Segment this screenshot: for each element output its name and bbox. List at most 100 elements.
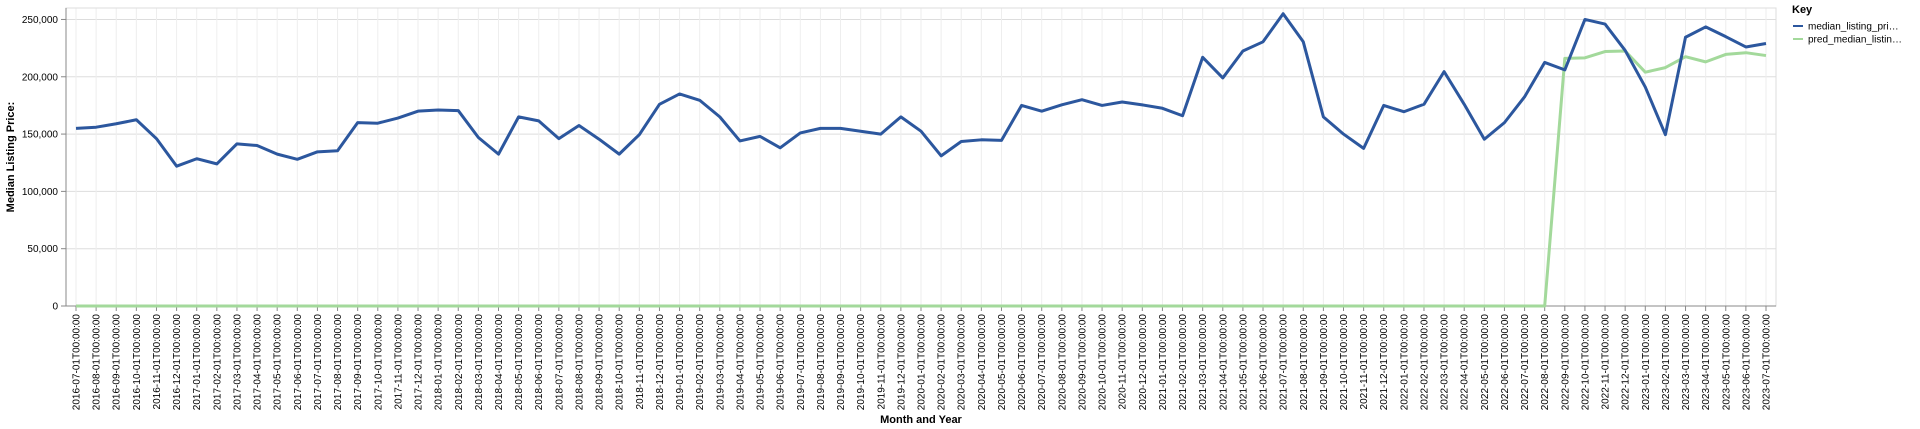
x-tick-label: 2017-12-01T00:00:00 bbox=[414, 314, 425, 411]
x-tick-label: 2020-09-01T00:00:00 bbox=[1077, 314, 1088, 411]
x-tick-label: 2019-02-01T00:00:00 bbox=[695, 314, 706, 411]
x-tick-label: 2019-03-01T00:00:00 bbox=[715, 314, 726, 411]
x-tick-label: 2018-05-01T00:00:00 bbox=[514, 314, 525, 411]
y-tick-label: 200,000 bbox=[22, 72, 59, 83]
x-tick-label: 2023-06-01T00:00:00 bbox=[1741, 314, 1752, 411]
x-tick-label: 2020-02-01T00:00:00 bbox=[937, 314, 948, 411]
x-tick-label: 2018-07-01T00:00:00 bbox=[554, 314, 565, 411]
x-tick-label: 2021-04-01T00:00:00 bbox=[1218, 314, 1229, 411]
x-tick-label: 2017-04-01T00:00:00 bbox=[253, 314, 264, 411]
legend-label: median_listing_pri… bbox=[1808, 22, 1899, 33]
x-tick-label: 2016-12-01T00:00:00 bbox=[172, 314, 183, 411]
x-tick-label: 2017-03-01T00:00:00 bbox=[232, 314, 243, 411]
x-tick-label: 2020-12-01T00:00:00 bbox=[1138, 314, 1149, 411]
x-tick-label: 2019-07-01T00:00:00 bbox=[796, 314, 807, 411]
x-tick-label: 2020-06-01T00:00:00 bbox=[1017, 314, 1028, 411]
x-tick-label: 2021-11-01T00:00:00 bbox=[1359, 314, 1370, 410]
y-axis-ticks: 0 50,000 100,000 150,000 200,000 250,000 bbox=[22, 15, 66, 313]
series-line-2 bbox=[76, 49, 1767, 308]
x-tick-label: 2017-11-01T00:00:00 bbox=[393, 314, 404, 410]
x-tick-label: 2016-09-01T00:00:00 bbox=[112, 314, 123, 411]
x-tick-label: 2022-11-01T00:00:00 bbox=[1601, 314, 1612, 410]
y-axis-title: Median Listing Price: bbox=[5, 102, 17, 213]
x-tick-label: 2019-01-01T00:00:00 bbox=[675, 314, 686, 411]
y-tick-label: 150,000 bbox=[22, 130, 59, 141]
series-line-1 bbox=[75, 12, 1767, 168]
x-tick-label: 2020-04-01T00:00:00 bbox=[977, 314, 988, 411]
x-tick-label: 2021-06-01T00:00:00 bbox=[1259, 314, 1270, 411]
x-tick-label: 2019-12-01T00:00:00 bbox=[896, 314, 907, 411]
x-tick-label: 2023-05-01T00:00:00 bbox=[1721, 314, 1732, 411]
x-tick-label: 2020-03-01T00:00:00 bbox=[957, 314, 968, 411]
x-tick-label: 2018-01-01T00:00:00 bbox=[434, 314, 445, 411]
x-tick-label: 2020-11-01T00:00:00 bbox=[1118, 314, 1129, 410]
y-tick-label: 100,000 bbox=[22, 187, 59, 198]
x-tick-label: 2022-12-01T00:00:00 bbox=[1621, 314, 1632, 411]
x-tick-label: 2023-04-01T00:00:00 bbox=[1701, 314, 1712, 411]
x-tick-label: 2023-03-01T00:00:00 bbox=[1681, 314, 1692, 411]
x-tick-label: 2020-05-01T00:00:00 bbox=[997, 314, 1008, 411]
x-tick-label: 2018-09-01T00:00:00 bbox=[595, 314, 606, 411]
x-tick-label: 2022-08-01T00:00:00 bbox=[1540, 314, 1551, 411]
gridlines bbox=[65, 7, 1777, 307]
x-tick-label: 2021-08-01T00:00:00 bbox=[1299, 314, 1310, 411]
x-axis-ticks: 2016-07-01T00:00:00 2016-08-01T00:00:00 20… bbox=[72, 306, 1773, 410]
x-tick-label: 2020-01-01T00:00:00 bbox=[917, 314, 928, 411]
x-tick-label: 2021-01-01T00:00:00 bbox=[1158, 314, 1169, 411]
x-tick-label: 2019-06-01T00:00:00 bbox=[776, 314, 787, 411]
x-tick-label: 2020-07-01T00:00:00 bbox=[1037, 314, 1048, 411]
x-tick-label: 2017-07-01T00:00:00 bbox=[313, 314, 324, 411]
x-tick-label: 2018-08-01T00:00:00 bbox=[574, 314, 585, 411]
x-tick-label: 2022-02-01T00:00:00 bbox=[1419, 314, 1430, 411]
x-tick-label: 2018-06-01T00:00:00 bbox=[534, 314, 545, 411]
x-tick-label: 2023-02-01T00:00:00 bbox=[1661, 314, 1672, 411]
x-axis-title: Month and Year bbox=[880, 414, 962, 426]
x-tick-label: 2021-07-01T00:00:00 bbox=[1279, 314, 1290, 411]
x-tick-label: 2021-05-01T00:00:00 bbox=[1238, 314, 1249, 411]
x-tick-label: 2021-10-01T00:00:00 bbox=[1339, 314, 1350, 411]
x-tick-label: 2021-03-01T00:00:00 bbox=[1198, 314, 1209, 411]
x-tick-label: 2023-01-01T00:00:00 bbox=[1641, 314, 1652, 411]
x-tick-label: 2017-08-01T00:00:00 bbox=[333, 314, 344, 411]
legend-label: pred_median_listin… bbox=[1808, 35, 1902, 46]
x-tick-label: 2018-12-01T00:00:00 bbox=[655, 314, 666, 411]
x-tick-label: 2022-06-01T00:00:00 bbox=[1500, 314, 1511, 411]
y-tick-label: 50,000 bbox=[27, 244, 58, 255]
x-tick-label: 2021-02-01T00:00:00 bbox=[1178, 314, 1189, 411]
x-tick-label: 2022-01-01T00:00:00 bbox=[1399, 314, 1410, 411]
series-lines bbox=[75, 12, 1767, 308]
x-tick-label: 2020-08-01T00:00:00 bbox=[1057, 314, 1068, 411]
x-tick-label: 2016-07-01T00:00:00 bbox=[72, 314, 83, 411]
legend-items: median_listing_pri… pred_median_listin… bbox=[1793, 22, 1902, 46]
x-tick-label: 2018-04-01T00:00:00 bbox=[494, 314, 505, 411]
y-tick-label: 250,000 bbox=[22, 15, 59, 26]
y-tick-label: 0 bbox=[52, 302, 58, 313]
x-tick-label: 2022-10-01T00:00:00 bbox=[1580, 314, 1591, 411]
x-tick-label: 2022-03-01T00:00:00 bbox=[1440, 314, 1451, 411]
x-tick-label: 2022-09-01T00:00:00 bbox=[1560, 314, 1571, 411]
legend: Key median_listing_pri… pred_median_listi… bbox=[1792, 4, 1902, 46]
x-tick-label: 2019-08-01T00:00:00 bbox=[816, 314, 827, 411]
x-tick-label: 2018-02-01T00:00:00 bbox=[454, 314, 465, 411]
x-tick-label: 2018-10-01T00:00:00 bbox=[615, 314, 626, 411]
x-tick-label: 2017-05-01T00:00:00 bbox=[273, 314, 284, 411]
x-tick-label: 2018-11-01T00:00:00 bbox=[635, 314, 646, 410]
x-tick-label: 2019-09-01T00:00:00 bbox=[836, 314, 847, 411]
x-tick-label: 2023-07-01T00:00:00 bbox=[1762, 314, 1773, 411]
x-tick-label: 2021-09-01T00:00:00 bbox=[1319, 314, 1330, 411]
x-tick-label: 2016-11-01T00:00:00 bbox=[152, 314, 163, 410]
x-tick-label: 2016-08-01T00:00:00 bbox=[92, 314, 103, 411]
x-tick-label: 2019-04-01T00:00:00 bbox=[735, 314, 746, 411]
legend-title: Key bbox=[1792, 4, 1813, 16]
x-tick-label: 2019-11-01T00:00:00 bbox=[876, 314, 887, 410]
x-tick-label: 2017-02-01T00:00:00 bbox=[212, 314, 223, 411]
x-tick-label: 2018-03-01T00:00:00 bbox=[474, 314, 485, 411]
x-tick-label: 2017-09-01T00:00:00 bbox=[353, 314, 364, 411]
x-tick-label: 2019-05-01T00:00:00 bbox=[756, 314, 767, 411]
x-tick-label: 2021-12-01T00:00:00 bbox=[1379, 314, 1390, 411]
x-tick-label: 2017-01-01T00:00:00 bbox=[192, 314, 203, 411]
x-tick-label: 2017-06-01T00:00:00 bbox=[293, 314, 304, 411]
x-tick-label: 2019-10-01T00:00:00 bbox=[856, 314, 867, 411]
x-tick-label: 2022-07-01T00:00:00 bbox=[1520, 314, 1531, 411]
